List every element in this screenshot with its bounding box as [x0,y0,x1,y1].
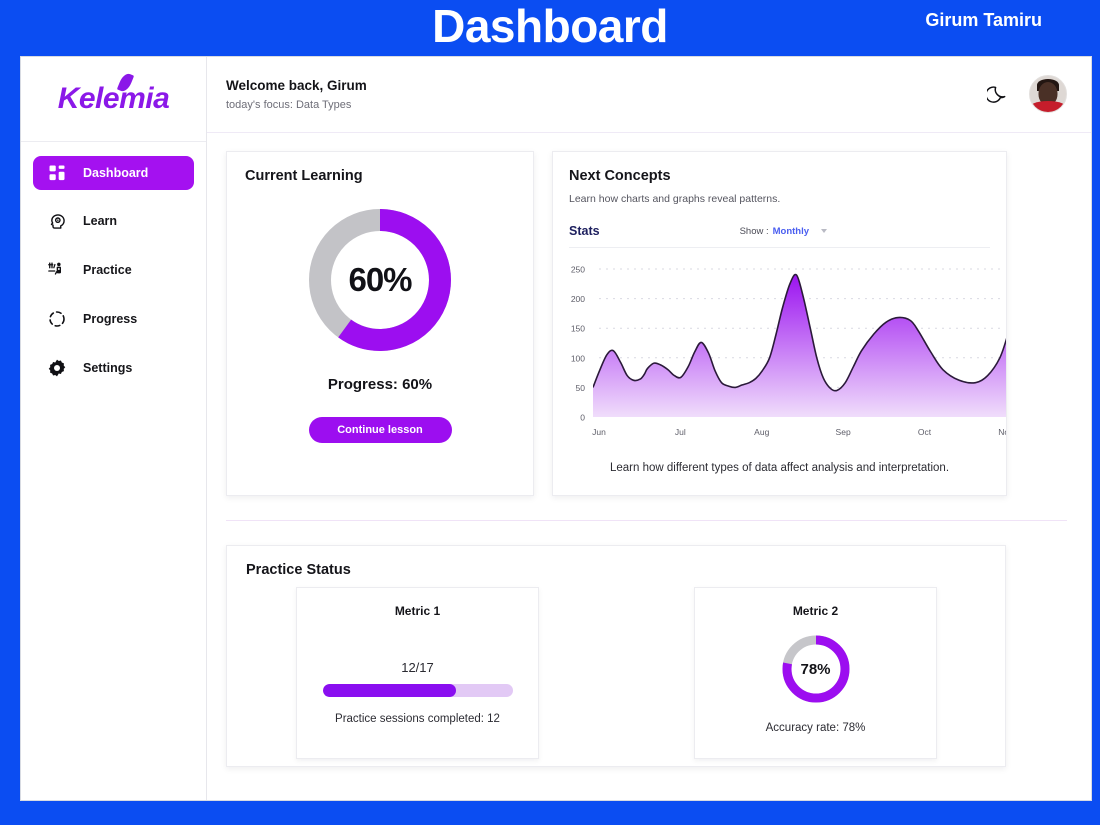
sidebar-item-label: Settings [83,361,133,375]
svg-text:200: 200 [571,294,585,304]
sidebar-item-label: Learn [83,214,118,228]
svg-text:Jul: Jul [675,427,686,437]
svg-text:Jun: Jun [592,427,606,437]
page-title: Dashboard [432,0,668,52]
progress-donut-svg [309,209,451,351]
svg-text:50: 50 [576,383,586,393]
stats-chart-svg: 0 50 100 150 200 250 Jun Jul Aug Sep Oct Nov [571,265,1007,437]
stats-toolbar: Stats Show : Monthly [569,224,990,248]
svg-text:0: 0 [580,413,585,423]
logo-wordmark: Kelemia [57,71,170,116]
progress-donut-value: 60% [348,261,412,298]
show-filter-value: Monthly [772,225,810,237]
dashboard-content: Current Learning 60% Progress: 60% [207,133,1091,800]
sidebar-item-dashboard[interactable]: Dashboard [33,156,194,190]
sidebar-item-label: Progress [83,312,138,326]
svg-text:100: 100 [571,353,585,363]
sidebar-item-learn[interactable]: Learn [33,203,194,239]
next-concepts-subtitle: Learn how charts and graphs reveal patte… [569,193,781,205]
metric-2-card: Metric 2 78% Accuracy ra [694,587,937,759]
accuracy-donut-svg [782,635,849,703]
sidebar: Kelemia Dashboard [21,57,207,800]
accuracy-donut-value: 78% [800,660,831,678]
metric-2-donut-wrap: 78% [695,632,936,706]
accuracy-donut: 78% [779,632,853,706]
chart-area-fill [593,274,1006,417]
section-divider [226,520,1067,521]
sidebar-item-settings[interactable]: Settings [33,350,194,386]
dashed-circle-icon [47,309,67,329]
progress-donut: 60% [304,204,456,356]
logo-text: Kelemia [57,82,170,115]
window-header-bar: Dashboard Girum Tamiru [0,0,1100,56]
metric-1-card: Metric 1 12/17 Practice sessions complet… [296,587,539,759]
sidebar-item-practice[interactable]: Practice [33,252,194,288]
current-learning-donut-wrap: 60% [245,204,515,356]
chevron-down-icon[interactable] [821,229,828,233]
welcome-subtitle: today's focus: Data Types [226,99,352,111]
stats-area-chart: 0 50 100 150 200 250 Jun Jul Aug Sep Oct Nov [553,259,1007,445]
person-presenting-icon [47,260,67,280]
next-concepts-card: Next Concepts Learn how charts and graph… [552,151,1007,496]
svg-text:Oct: Oct [918,427,932,437]
svg-text:Nov: Nov [998,427,1007,437]
sidebar-item-progress[interactable]: Progress [33,301,194,337]
header-user-name: Girum Tamiru [925,10,1042,30]
next-concepts-header: Next Concepts Learn how charts and graph… [553,168,1006,205]
sidebar-item-label: Practice [83,263,132,277]
head-gear-icon [47,211,67,231]
practice-status-card: Practice Status Metric 1 12/17 Practice … [226,545,1006,767]
app-window: Kelemia Dashboard [20,56,1092,801]
welcome-actions [985,75,1067,113]
app-logo[interactable]: Kelemia [21,57,206,142]
next-concepts-title: Next Concepts [569,168,671,184]
svg-text:250: 250 [571,265,585,275]
metrics-row: Metric 1 12/17 Practice sessions complet… [246,587,1005,759]
metric-2-note: Accuracy rate: 78% [765,722,866,734]
metric-2-title: Metric 2 [792,604,839,618]
progress-label: Progress: 60% [327,376,433,393]
metric-1-progress-bar [322,684,513,697]
metric-1-progress-fill [322,684,456,697]
metric-1-fraction: 12/17 [401,660,434,675]
avatar-face [1038,82,1058,105]
welcome-title: Welcome back, Girum [226,78,367,93]
chart-line [593,273,1006,392]
sidebar-nav: Dashboard Learn [21,142,206,386]
svg-text:Aug: Aug [754,427,769,437]
avatar-shirt [1030,101,1066,112]
current-learning-title: Current Learning [245,168,363,184]
show-filter-label: Show : [739,225,769,237]
svg-text:150: 150 [571,324,585,334]
show-filter[interactable]: Show : Monthly [739,225,828,237]
next-concepts-caption: Learn how different types of data affect… [609,462,950,474]
practice-status-title: Practice Status [246,562,351,578]
continue-lesson-button[interactable]: Continue lesson [308,417,452,443]
moon-icon[interactable] [985,83,1009,105]
gear-icon [47,358,67,378]
metric-1-note: Practice sessions completed: 12 [335,713,500,725]
welcome-text-block: Welcome back, Girum today's focus: Data … [226,78,367,111]
avatar[interactable] [1029,75,1067,113]
sidebar-item-label: Dashboard [83,166,149,180]
stats-title: Stats [569,224,600,238]
welcome-bar: Welcome back, Girum today's focus: Data … [207,57,1091,133]
current-learning-card: Current Learning 60% Progress: 60% [226,151,534,496]
top-cards-row: Current Learning 60% Progress: 60% [226,151,1067,496]
metric-1-title: Metric 1 [394,604,441,618]
svg-text:Sep: Sep [836,427,851,437]
grid-icon [47,163,67,183]
main-area: Welcome back, Girum today's focus: Data … [207,57,1091,800]
